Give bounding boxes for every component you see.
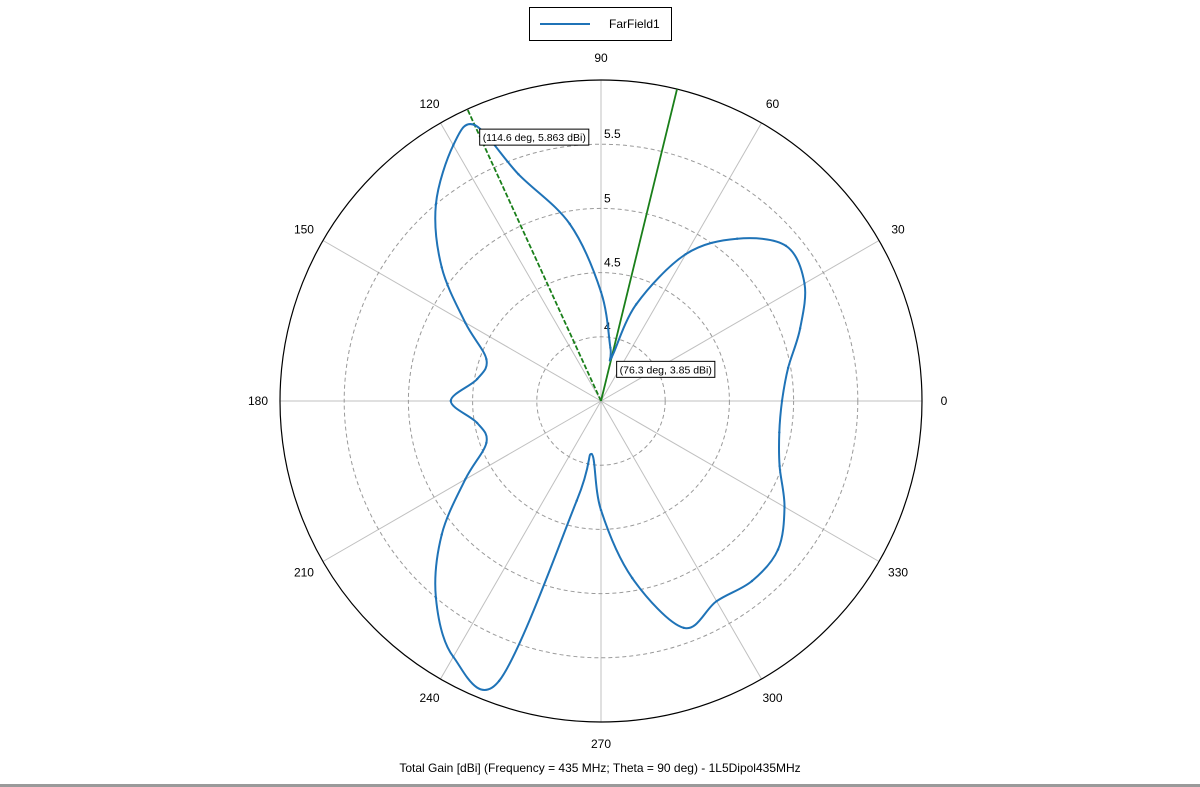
ring-4.5	[472, 272, 730, 530]
data-point	[609, 346, 612, 350]
data-point	[475, 377, 479, 381]
data-point	[568, 222, 571, 226]
data-point	[575, 499, 578, 502]
data-point	[434, 203, 438, 206]
angle-tick-label: 240	[419, 691, 439, 705]
data-point	[473, 123, 476, 127]
legend-label: FarField1	[609, 17, 660, 31]
marker-line-2	[600, 88, 678, 402]
marker-annotation-1[interactable]: (114.6 deg, 5.863 dBi)	[479, 128, 590, 146]
chart-caption: Total Gain [dBi] (Frequency = 435 MHz; T…	[399, 761, 801, 775]
data-point	[485, 441, 488, 444]
series-farfield1-trace	[434, 123, 807, 691]
spoke-210	[322, 400, 602, 562]
radial-tick-label: 4.5	[604, 256, 621, 270]
data-point	[440, 533, 443, 536]
data-point	[440, 266, 443, 269]
data-point	[803, 282, 806, 285]
data-point	[599, 508, 603, 512]
data-point	[634, 303, 638, 306]
angle-tick-label: 90	[594, 51, 608, 65]
angle-tick-label: 300	[762, 691, 782, 705]
angle-tick-label: 120	[419, 97, 439, 111]
data-point	[590, 452, 593, 456]
data-point	[780, 399, 784, 403]
angle-tick-label: 30	[891, 223, 905, 237]
angle-tick-label: 270	[591, 737, 611, 751]
angle-tick-label: 60	[766, 97, 780, 111]
marker-annotation-2[interactable]: (76.3 deg, 3.85 dBi)	[616, 360, 716, 378]
data-point	[449, 399, 452, 403]
data-point	[682, 626, 685, 629]
data-point	[776, 548, 780, 551]
marker-label-box	[479, 128, 590, 146]
spoke-240	[440, 400, 602, 680]
marker-label: (76.3 deg, 3.85 dBi)	[620, 364, 712, 376]
spoke-120	[440, 122, 602, 402]
data-point	[715, 600, 718, 603]
ring-5	[407, 207, 795, 595]
outer-ring	[279, 79, 923, 723]
data-point	[798, 327, 802, 330]
bottom-divider	[0, 784, 1200, 787]
data-point	[778, 431, 781, 434]
data-point	[750, 579, 754, 583]
angle-tick-label: 150	[294, 223, 314, 237]
marker-label: (114.6 deg, 5.863 dBi)	[483, 132, 586, 144]
angle-tick-label: 330	[888, 566, 908, 580]
spoke-330	[600, 400, 880, 562]
angle-tick-label: 180	[248, 394, 268, 408]
angle-tick-label: 210	[294, 566, 314, 580]
marker-line-1	[466, 108, 602, 402]
radial-tick-label: 5.5	[604, 127, 621, 141]
data-point	[631, 576, 634, 580]
data-point	[736, 237, 739, 240]
data-point	[485, 358, 488, 361]
data-point	[783, 505, 786, 509]
data-point	[464, 478, 467, 481]
data-point	[475, 421, 479, 425]
radial-tick-label: 5	[604, 191, 611, 205]
data-point	[497, 679, 501, 683]
data-point	[778, 464, 781, 468]
data-point	[452, 655, 455, 658]
marker-label-box	[616, 360, 716, 378]
data-point	[784, 244, 788, 247]
data-point	[599, 290, 603, 294]
spoke-60	[600, 122, 762, 402]
data-point	[452, 144, 455, 147]
data-point	[786, 366, 790, 370]
legend[interactable]: FarField1	[529, 7, 672, 41]
spoke-300	[600, 400, 762, 680]
ring-4	[536, 336, 666, 466]
data-point	[517, 173, 520, 176]
data-point	[684, 253, 687, 256]
ring-5.5	[343, 143, 859, 659]
data-point	[464, 321, 467, 324]
data-point	[434, 596, 438, 599]
legend-swatch	[540, 23, 590, 25]
angle-tick-label: 0	[941, 394, 948, 408]
data-point	[610, 356, 613, 359]
spoke-150	[322, 240, 602, 402]
